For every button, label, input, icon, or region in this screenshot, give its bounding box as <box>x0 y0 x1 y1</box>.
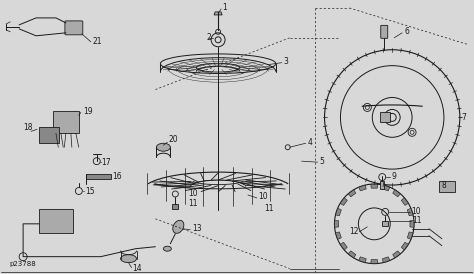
Text: 7: 7 <box>461 113 466 122</box>
Text: 8: 8 <box>442 181 447 190</box>
Text: 15: 15 <box>85 187 94 196</box>
Text: 11: 11 <box>264 204 273 213</box>
Text: 11: 11 <box>412 216 421 225</box>
FancyBboxPatch shape <box>380 181 384 189</box>
Text: 11: 11 <box>188 199 198 209</box>
Polygon shape <box>401 242 409 250</box>
Text: 1: 1 <box>222 4 227 12</box>
Polygon shape <box>336 208 341 216</box>
FancyBboxPatch shape <box>439 181 455 192</box>
FancyBboxPatch shape <box>382 221 388 226</box>
Polygon shape <box>371 259 378 264</box>
Text: 12: 12 <box>349 227 359 236</box>
FancyBboxPatch shape <box>173 204 178 209</box>
Polygon shape <box>393 190 401 197</box>
Text: 10: 10 <box>258 192 267 201</box>
Text: 19: 19 <box>83 107 92 116</box>
Polygon shape <box>340 242 347 250</box>
Text: 13: 13 <box>192 224 202 233</box>
Text: 10: 10 <box>188 190 198 198</box>
Text: 5: 5 <box>319 157 324 166</box>
Polygon shape <box>383 257 390 262</box>
Text: 18: 18 <box>23 123 33 132</box>
Text: 6: 6 <box>404 27 409 36</box>
Ellipse shape <box>164 246 171 251</box>
Polygon shape <box>335 220 338 227</box>
Text: 20: 20 <box>168 135 178 144</box>
Ellipse shape <box>173 220 184 233</box>
Text: p23788: p23788 <box>9 261 36 267</box>
Polygon shape <box>383 185 390 191</box>
Polygon shape <box>393 251 401 258</box>
FancyBboxPatch shape <box>381 25 388 38</box>
Polygon shape <box>214 12 222 15</box>
Polygon shape <box>401 198 409 206</box>
Polygon shape <box>336 232 341 239</box>
Polygon shape <box>407 232 413 239</box>
Polygon shape <box>359 185 366 191</box>
Text: 17: 17 <box>100 158 110 167</box>
FancyBboxPatch shape <box>39 127 59 143</box>
Text: 16: 16 <box>113 172 122 181</box>
Text: 9: 9 <box>391 172 396 181</box>
Text: 21: 21 <box>93 37 102 46</box>
Polygon shape <box>86 174 110 179</box>
Polygon shape <box>348 190 356 197</box>
Text: 14: 14 <box>133 264 142 273</box>
Text: 10: 10 <box>411 207 421 216</box>
FancyBboxPatch shape <box>65 21 83 35</box>
Text: 4: 4 <box>308 138 312 147</box>
Polygon shape <box>407 208 413 216</box>
Text: 2: 2 <box>206 33 211 42</box>
Polygon shape <box>371 184 378 188</box>
Ellipse shape <box>156 143 170 151</box>
Polygon shape <box>410 220 414 227</box>
FancyBboxPatch shape <box>380 112 390 122</box>
Text: 3: 3 <box>284 57 289 66</box>
Polygon shape <box>340 198 347 206</box>
FancyBboxPatch shape <box>39 209 73 233</box>
Polygon shape <box>359 257 366 262</box>
Ellipse shape <box>120 255 137 263</box>
Polygon shape <box>348 251 356 258</box>
FancyBboxPatch shape <box>53 112 79 133</box>
